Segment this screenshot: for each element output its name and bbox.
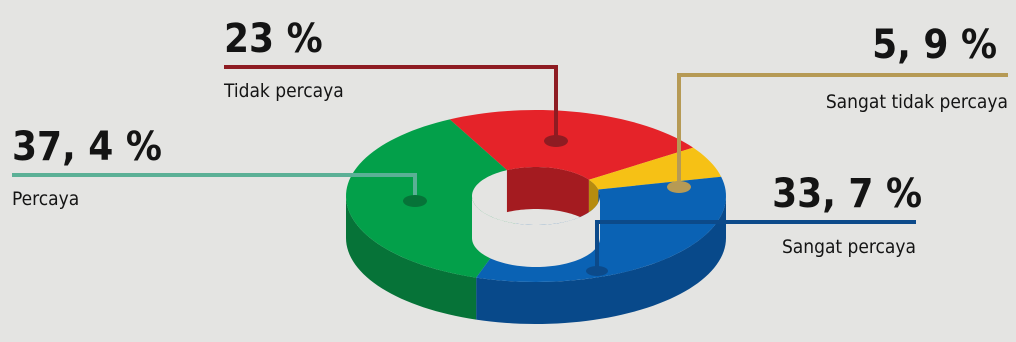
value-label-sangat-percaya: 33, 7 % — [772, 171, 922, 217]
hole-floor — [472, 196, 600, 267]
slice-side-sangat-percaya — [476, 196, 726, 324]
hole-wall-tidak-percaya — [506, 167, 589, 222]
leader-line-tidak-percaya — [224, 65, 558, 140]
donut-sides — [346, 196, 726, 324]
marker-percaya — [403, 195, 427, 207]
value-label-percaya: 37, 4 % — [12, 124, 162, 170]
marker-sangat-tidak-percaya — [667, 181, 691, 193]
value-label-sangat-tidak-percaya: 5, 9 % — [872, 22, 997, 68]
value-label-tidak-percaya: 23 % — [224, 16, 323, 62]
leader-line-sangat-tidak-percaya — [677, 73, 1008, 186]
slice-side-percaya — [346, 196, 477, 320]
slice-sangat-tidak-percaya — [588, 147, 722, 190]
category-label-sangat-tidak-percaya: Sangat tidak percaya — [826, 91, 1008, 113]
leader-line-percaya — [12, 173, 417, 200]
leader-line-sangat-percaya — [595, 220, 916, 270]
category-label-percaya: Percaya — [12, 188, 79, 210]
donut-slices — [346, 110, 726, 282]
category-label-sangat-percaya: Sangat percaya — [782, 236, 916, 258]
category-label-tidak-percaya: Tidak percaya — [223, 80, 344, 102]
marker-sangat-percaya — [586, 266, 608, 276]
marker-tidak-percaya — [544, 135, 568, 147]
slice-tidak-percaya — [449, 110, 694, 180]
